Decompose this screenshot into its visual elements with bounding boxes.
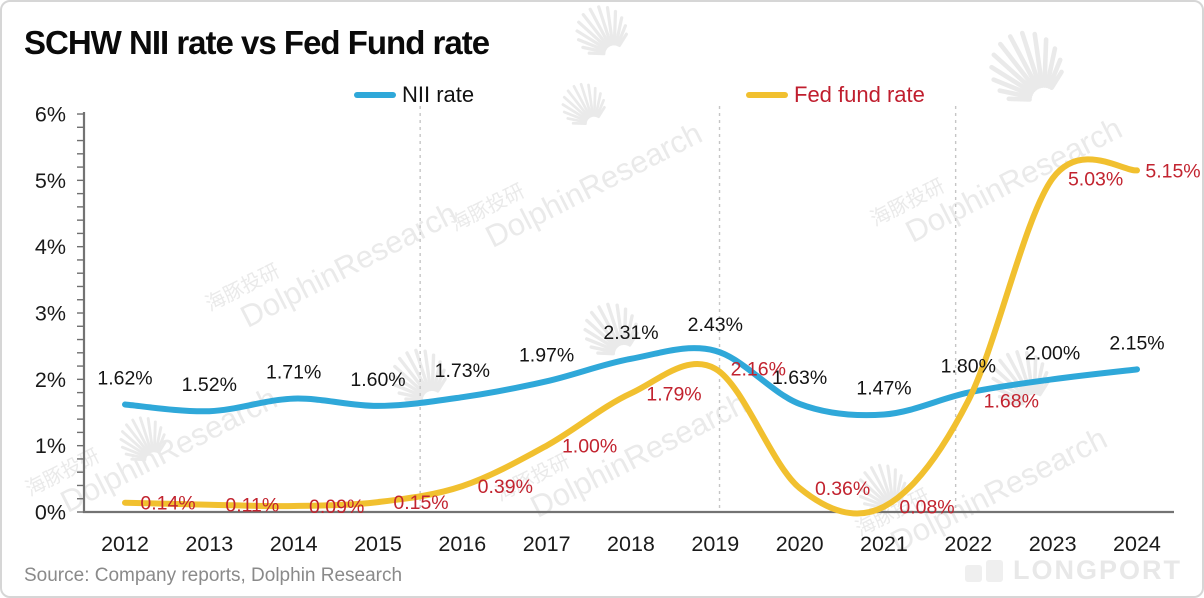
svg-text:5.15%: 5.15% [1145, 160, 1200, 182]
legend-item-nii-rate: NII rate [354, 82, 474, 108]
svg-text:0.15%: 0.15% [393, 492, 448, 514]
svg-text:0.08%: 0.08% [899, 497, 954, 519]
fed-line-swatch [746, 92, 788, 98]
svg-text:1.63%: 1.63% [772, 367, 827, 389]
svg-text:2017: 2017 [523, 532, 571, 556]
legend-item-fed-fund-rate: Fed fund rate [746, 82, 925, 108]
legend-label-nii-rate: NII rate [402, 82, 475, 107]
svg-text:2023: 2023 [1029, 532, 1077, 556]
svg-text:5.03%: 5.03% [1068, 168, 1123, 190]
svg-text:1.68%: 1.68% [984, 391, 1039, 413]
svg-text:2024: 2024 [1113, 532, 1161, 556]
svg-text:1.62%: 1.62% [97, 368, 152, 390]
svg-text:2%: 2% [35, 368, 66, 392]
nii-rate-line [122, 345, 1140, 419]
nii-line-swatch [354, 92, 396, 98]
svg-text:1.00%: 1.00% [562, 436, 617, 458]
svg-text:3%: 3% [35, 302, 66, 326]
fed-fund-rate-data-labels: 0.14% 0.11% 0.09% 0.15% 0.39% 1.00% 1.79% 2.16%… [140, 160, 1200, 518]
svg-text:0%: 0% [35, 501, 66, 525]
svg-text:1.71%: 1.71% [266, 362, 321, 384]
svg-text:1.73%: 1.73% [435, 360, 490, 382]
svg-text:0.11%: 0.11% [225, 495, 279, 517]
longport-logo-icon [965, 559, 1003, 582]
svg-text:2.43%: 2.43% [688, 314, 743, 336]
svg-text:0.36%: 0.36% [815, 478, 870, 500]
svg-text:1%: 1% [35, 434, 66, 458]
svg-text:0.39%: 0.39% [478, 476, 533, 498]
nii-rate-data-labels: 1.62% 1.52% 1.71% 1.60% 1.73% 1.97% 2.31% 2.43%… [97, 314, 1164, 400]
svg-text:4%: 4% [35, 235, 66, 259]
dashed-gridlines [419, 106, 957, 512]
svg-text:2021: 2021 [860, 532, 908, 556]
svg-text:2014: 2014 [270, 532, 318, 556]
legend-label-fed-fund-rate: Fed fund rate [794, 82, 925, 107]
svg-text:1.79%: 1.79% [646, 383, 701, 405]
legend: NII rate Fed fund rate [2, 82, 1202, 110]
svg-text:1.97%: 1.97% [519, 344, 574, 366]
svg-text:2020: 2020 [776, 532, 824, 556]
svg-text:2022: 2022 [944, 532, 992, 556]
svg-text:2.15%: 2.15% [1109, 332, 1164, 354]
fed-fund-rate-line [122, 156, 1140, 517]
y-axis-labels: 0% 1% 2% 3% 4% 5% 6% [35, 103, 66, 525]
svg-text:0.14%: 0.14% [140, 493, 195, 515]
svg-text:1.47%: 1.47% [856, 378, 911, 400]
svg-text:6%: 6% [35, 103, 66, 127]
svg-text:2012: 2012 [101, 532, 149, 556]
svg-text:1.52%: 1.52% [182, 374, 237, 396]
svg-text:1.80%: 1.80% [941, 356, 996, 378]
svg-text:2.16%: 2.16% [731, 359, 786, 381]
svg-text:2019: 2019 [691, 532, 739, 556]
chart-title: SCHW NII rate vs Fed Fund rate [24, 24, 490, 61]
x-axis-labels: 2012 2013 2014 2015 2016 2017 2018 2019 2020 2021… [101, 532, 1161, 556]
svg-text:2013: 2013 [185, 532, 233, 556]
svg-text:2.00%: 2.00% [1025, 342, 1080, 364]
longport-watermark: LONGPORT [965, 555, 1182, 586]
svg-text:2015: 2015 [354, 532, 402, 556]
longport-text: LONGPORT [1013, 555, 1182, 585]
svg-text:5%: 5% [35, 169, 66, 193]
y-axis-ticks [77, 113, 84, 513]
svg-text:2016: 2016 [438, 532, 486, 556]
svg-text:2018: 2018 [607, 532, 655, 556]
svg-text:2.31%: 2.31% [603, 322, 658, 344]
svg-text:1.60%: 1.60% [350, 369, 405, 391]
source-note: Source: Company reports, Dolphin Researc… [24, 565, 403, 586]
svg-text:0.09%: 0.09% [309, 496, 364, 518]
